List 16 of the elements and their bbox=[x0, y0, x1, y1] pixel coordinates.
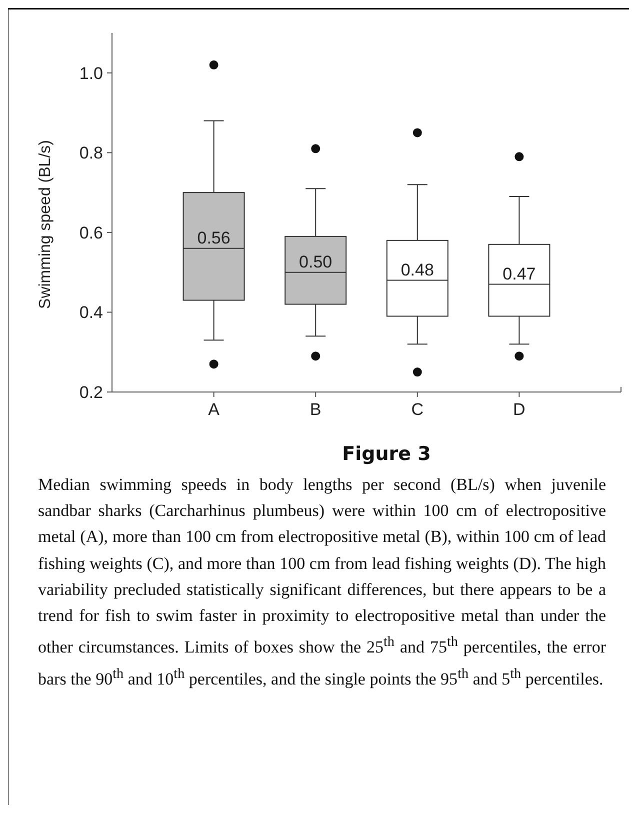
text: 0.47 bbox=[502, 264, 536, 284]
text: Median swimming speeds in body lengths per second (BL/s) when juvenile sandbar sharks (Carcharhinus plumbeus) were within 100 cm of electropositive metal (A), more than 100 cm from electropositive metal (B), within 100 cm of lead fishing weights (C), and more than 100 cm from lead fishing weights (D). The high variability precluded statistically significant differences, but there appears to be a trend for fish to swim faster in proximity to electropositive metal than under the other circumstances. Limits of boxes show the 25$^{th}$ and 75$^{th}$ percentiles, the error bars the 90$^{th}$ and 10$^{th}$ percentiles, and the single points the 95$^{th}$ and 5$^{th}$ percentiles. bbox=[38, 475, 606, 689]
text: 0.48 bbox=[400, 260, 434, 280]
x-tick-label: C bbox=[411, 400, 424, 419]
text: 0.50 bbox=[299, 252, 332, 272]
y-tick-label: 1.0 bbox=[79, 64, 103, 83]
x-tick-label: A bbox=[208, 400, 220, 419]
y-tick-label: 0.8 bbox=[79, 144, 103, 163]
text: Figure 3 bbox=[342, 443, 431, 465]
y-tick-label: 0.2 bbox=[79, 382, 103, 402]
x-tick-label: D bbox=[513, 400, 526, 419]
x-tick-label: B bbox=[310, 400, 322, 419]
y-tick-label: 0.6 bbox=[79, 223, 103, 242]
y-tick-label: 0.4 bbox=[79, 303, 103, 322]
text: 0.56 bbox=[197, 228, 230, 248]
y-axis-title: Swimming speed (BL/s) bbox=[37, 140, 54, 309]
